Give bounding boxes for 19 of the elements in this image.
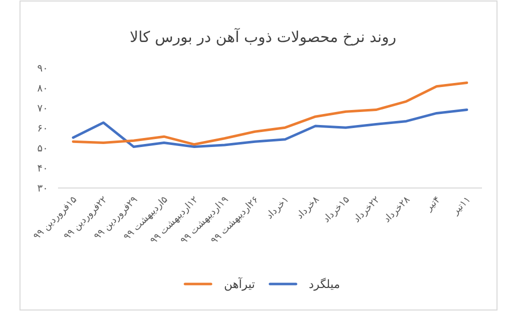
x-tick-label: ۴تیر <box>422 194 443 214</box>
y-tick-label: ۹۰ <box>37 64 48 74</box>
line-series <box>72 82 468 146</box>
y-tick-label: ۷۰ <box>37 104 48 114</box>
y-tick-label: ۳۰ <box>37 184 48 194</box>
y-tick-label: ۸۰ <box>37 84 48 94</box>
y-tick-label: ۶۰ <box>37 124 48 134</box>
y-tick-label: ۴۰ <box>37 164 48 174</box>
x-tick-label: ۱۱تیر <box>450 194 473 218</box>
legend-label: میلگرد <box>308 277 340 292</box>
x-tick-label: ۱خرداد <box>264 194 292 222</box>
x-tick-label: ۱۵خرداد <box>321 194 352 226</box>
chart-title: روند نرخ محصولات ذوب آهن در بورس کالا <box>130 27 396 46</box>
legend-label: تیرآهن <box>224 277 255 292</box>
x-tick-label: ۲۸خرداد <box>382 194 412 226</box>
y-tick-label: ۵۰ <box>37 144 48 154</box>
line-series <box>72 108 468 148</box>
x-tick-label: ۸خرداد <box>294 194 322 222</box>
x-tick-label: ۲۲خرداد <box>351 194 382 226</box>
